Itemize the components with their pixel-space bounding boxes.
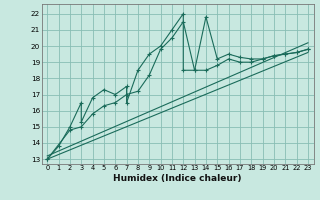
X-axis label: Humidex (Indice chaleur): Humidex (Indice chaleur)	[113, 174, 242, 183]
